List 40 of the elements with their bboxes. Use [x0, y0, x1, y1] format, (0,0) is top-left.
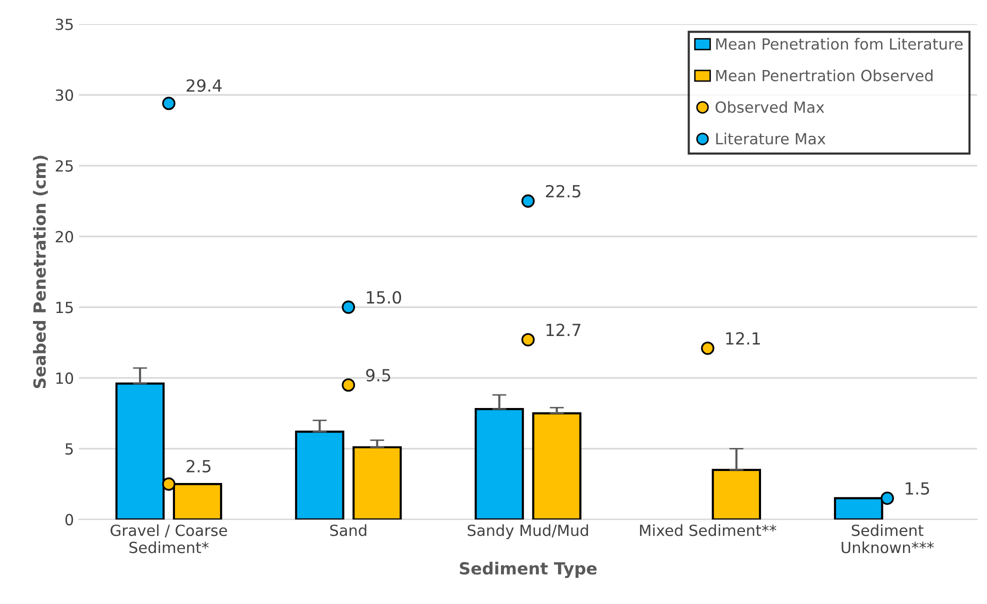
bar [712, 468, 762, 520]
x-tick-label: Mixed Sediment** [640, 524, 776, 536]
data-label: 12.1 [726, 332, 760, 344]
y-axis-title: Seabed Penetration (cm) [32, 156, 48, 388]
y-tick-label: 20 [56, 230, 74, 242]
bar [474, 408, 524, 520]
x-tick-label: Gravel / Coarse Sediment* [110, 524, 227, 554]
x-tick-label: Sediment Unknown*** [842, 524, 934, 554]
data-label: 22.5 [546, 184, 580, 198]
legend-label: Observed Max [716, 101, 824, 113]
point [701, 342, 714, 355]
data-label: 15.0 [366, 291, 402, 304]
legend-label: Mean Penetration fom Literature [716, 38, 963, 50]
y-tick-label: 25 [56, 160, 73, 172]
y-tick-label: 30 [56, 89, 74, 101]
x-tick-label: Sandy Mud/Mud [468, 524, 588, 540]
data-label: 12.7 [546, 324, 580, 336]
legend-label: Literature Max [716, 132, 826, 145]
data-label: 29.4 [186, 79, 222, 92]
x-tick-label: Sand [330, 524, 366, 536]
x-axis-title: Sediment Type [460, 562, 597, 578]
point [880, 492, 894, 505]
y-tick-label: 35 [56, 18, 73, 30]
y-tick-label: 15 [56, 302, 73, 314]
legend-label: Mean Penertration Observed [716, 70, 933, 82]
data-label: 1.5 [906, 482, 930, 495]
y-tick-label: 5 [66, 443, 73, 455]
point [521, 194, 535, 208]
data-label: 2.5 [186, 460, 210, 472]
point [342, 378, 356, 392]
bar [295, 430, 344, 520]
point [162, 477, 176, 491]
y-tick-label: 0 [65, 514, 74, 526]
bar [532, 412, 582, 520]
point [342, 300, 356, 314]
point [521, 333, 535, 346]
point [162, 96, 176, 110]
bar [352, 446, 402, 520]
y-tick-label: 10 [56, 372, 74, 384]
data-label: 9.5 [366, 368, 390, 382]
